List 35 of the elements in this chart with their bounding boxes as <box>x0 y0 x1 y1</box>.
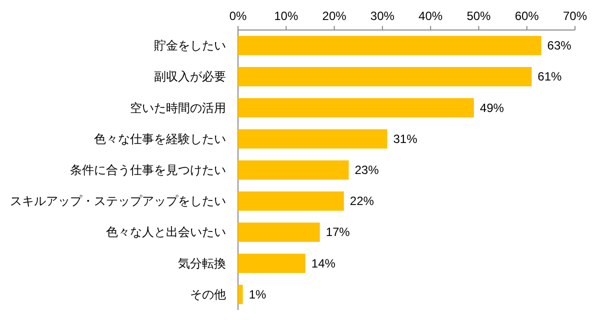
y-tick-label: 色々な人と出会いたい <box>106 225 226 240</box>
bar <box>238 67 532 86</box>
data-label: 49% <box>480 100 504 115</box>
bar <box>238 36 542 56</box>
y-tick-label: 副収入が必要 <box>154 70 226 84</box>
data-label: 61% <box>538 70 562 84</box>
x-tick-label: 40% <box>418 9 443 23</box>
data-label: 17% <box>326 225 350 240</box>
x-tick-label: 60% <box>514 9 540 23</box>
y-tick-label: 色々な仕事を経験したい <box>94 132 226 146</box>
y-tick-label: 空いた時間の活用 <box>130 100 226 115</box>
bar <box>238 284 243 304</box>
y-tick-label: 条件に合う仕事を見つけたい <box>70 163 226 177</box>
bar <box>238 98 474 118</box>
x-tick-label: 30% <box>370 9 395 23</box>
x-tick-label: 70% <box>562 9 588 23</box>
data-label: 14% <box>311 256 336 270</box>
x-tick-label: 0% <box>229 9 247 23</box>
data-label: 31% <box>393 132 418 146</box>
y-tick-label: その他 <box>190 287 226 302</box>
data-label: 22% <box>350 194 374 208</box>
data-label: 1% <box>248 287 266 302</box>
bar <box>238 160 349 180</box>
bar <box>238 129 388 149</box>
y-tick-label: スキルアップ・ステップアップをしたい <box>10 194 226 208</box>
bar <box>238 222 320 242</box>
data-label: 23% <box>354 163 380 177</box>
x-tick-label: 10% <box>274 9 298 23</box>
y-tick-label: 貯金をしたい <box>154 38 226 53</box>
bar <box>238 191 344 211</box>
x-tick-label: 50% <box>466 9 492 23</box>
x-tick-label: 20% <box>322 9 347 23</box>
bar <box>238 254 306 273</box>
data-label: 63% <box>547 38 572 53</box>
y-tick-label: 気分転換 <box>178 256 226 270</box>
